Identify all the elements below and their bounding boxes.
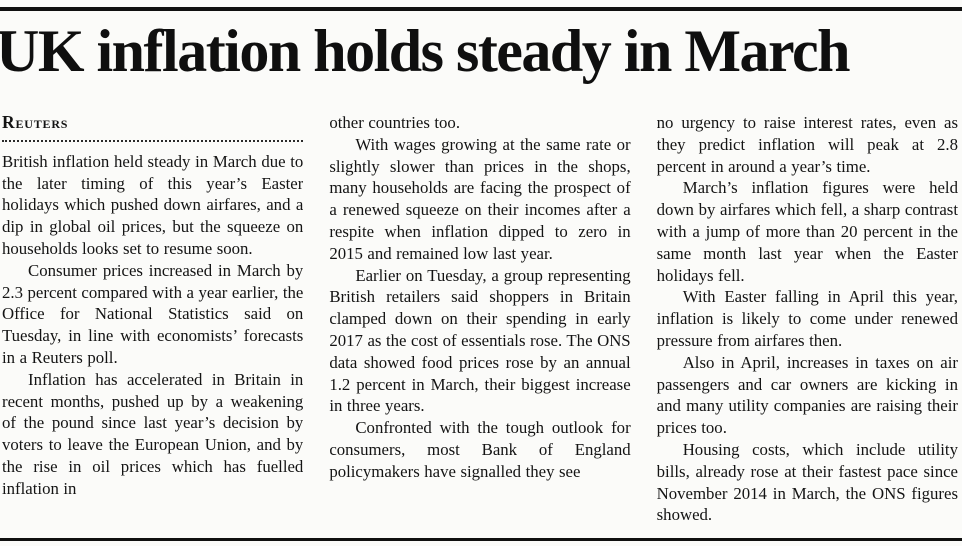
- paragraph: March’s inflation figures were held down…: [656, 178, 958, 285]
- article-headline: UK inflation holds steady in March: [0, 18, 851, 84]
- paragraph: With Easter falling in April this year, …: [656, 287, 958, 350]
- article-column-1: Reuters British inflation held steady in…: [2, 112, 304, 532]
- paragraph: other countries too.: [329, 113, 461, 132]
- paragraph: Consumer prices increased in March by 2.…: [2, 260, 304, 367]
- paragraph: Earlier on Tuesday, a group representing…: [329, 265, 631, 416]
- paragraph: With wages growing at the same rate or s…: [329, 134, 631, 263]
- top-rule: [0, 7, 962, 11]
- paragraph: Also in April, increases in taxes on air…: [656, 352, 958, 438]
- paragraph: Housing costs, which include utility bil…: [656, 439, 958, 525]
- paragraph: Confronted with the tough outlook for co…: [329, 418, 631, 481]
- bottom-rule: [0, 538, 962, 541]
- article-column-2: other countries too. With wages growing …: [329, 112, 630, 532]
- byline: Reuters: [2, 112, 69, 132]
- paragraph: Inflation has accelerated in Britain in …: [2, 369, 304, 498]
- byline-dotted-rule: [2, 139, 304, 142]
- article-body: Reuters British inflation held steady in…: [2, 112, 958, 532]
- paragraph: no urgency to raise interest rates, even…: [656, 113, 958, 176]
- article-column-3: no urgency to raise interest rates, even…: [657, 112, 958, 532]
- paragraph: British inflation held steady in March d…: [2, 151, 304, 258]
